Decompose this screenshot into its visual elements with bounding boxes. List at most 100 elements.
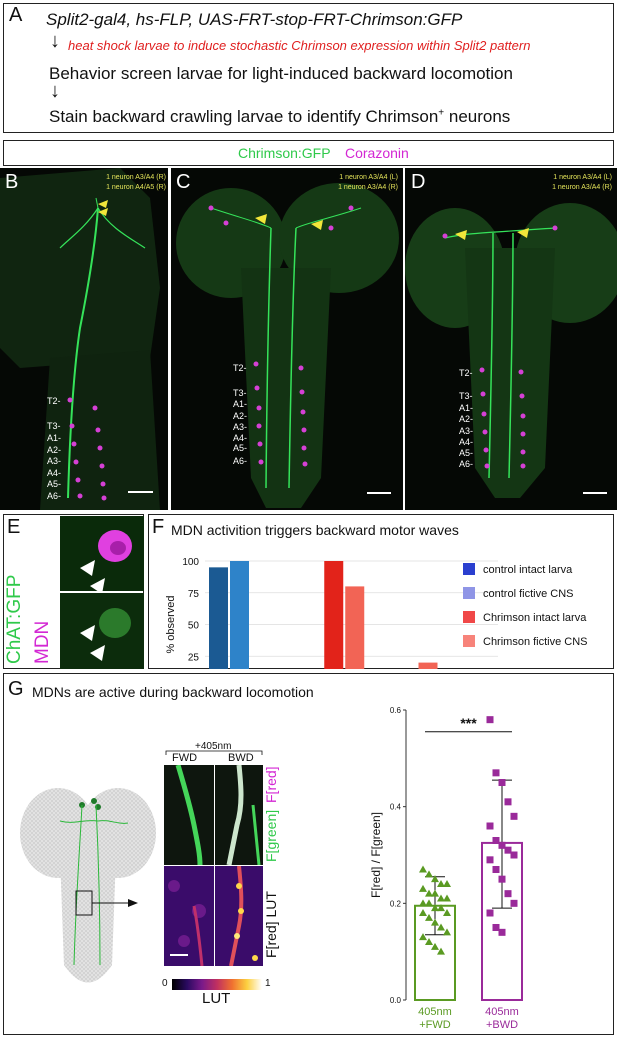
fwd-lut-image	[164, 866, 214, 966]
stain-text: Stain backward crawling larvae to identi…	[49, 107, 510, 127]
lut-colorbar	[172, 979, 262, 990]
cns-c-svg	[176, 183, 399, 508]
fgreen-label: F[green]	[263, 809, 279, 862]
g-point-square	[492, 866, 500, 873]
g-ytick: 0.0	[390, 996, 402, 1005]
fwd-lut-svg	[164, 866, 214, 966]
panel-c-seg-a2: A2-	[233, 411, 248, 421]
g-point-triangle	[443, 909, 451, 916]
corazonin-label: Corazonin	[345, 145, 409, 161]
panel-d-seg-a3: A3-	[459, 426, 474, 436]
g-point-square	[486, 822, 494, 830]
g-point-square	[504, 846, 512, 854]
g-point-square	[498, 779, 506, 786]
panel-f-frame	[148, 514, 614, 669]
g-point-square	[492, 769, 500, 777]
heat-shock-text: heat shock larvae to induce stochastic C…	[68, 38, 531, 53]
g-point-triangle	[437, 947, 445, 955]
panel-c-seg-a4: A4-	[233, 433, 248, 443]
bwd-ratio-svg	[226, 765, 261, 865]
f-legend-label: Chrimson fictive CNS	[483, 636, 588, 648]
g-point-triangle	[419, 933, 427, 941]
motor-waves-chart: 0255075100% observed01230000000000# wave…	[165, 557, 588, 669]
g-ylabel: F[red] / F[green]	[369, 812, 383, 898]
behavior-screen-text: Behavior screen larvae for light-induced…	[49, 64, 513, 83]
cns-d-svg	[405, 203, 617, 498]
panel-d-label: D	[411, 171, 426, 193]
stain-prefix: Stain backward crawling larvae to identi…	[49, 107, 439, 126]
g-point-square	[510, 851, 518, 859]
g-point-square	[504, 890, 512, 898]
g-point-triangle	[431, 904, 439, 912]
g-ytick: 0.2	[390, 899, 402, 908]
g-point-square	[486, 716, 494, 724]
fwd-ratio-image	[164, 765, 214, 865]
g-point-square	[492, 837, 500, 844]
panel-c-seg-t2: T2-	[233, 363, 247, 373]
g-ytick: 0.4	[390, 803, 402, 812]
f-ytick: 75	[188, 589, 200, 600]
lut-max-label: 1	[265, 978, 271, 989]
g-point-triangle	[437, 894, 445, 902]
panel-d-seg-a4: A4-	[459, 437, 474, 447]
panel-g-frame	[3, 673, 614, 1035]
panel-e-top-svg	[80, 530, 132, 591]
f-bar	[230, 561, 249, 669]
stain-suffix: neurons	[444, 107, 511, 126]
panel-d-seg-a1: A1-	[459, 403, 474, 413]
f-ylabel: % observed	[165, 595, 177, 653]
fred-lut-label: F[red] LUT	[263, 891, 279, 958]
panel-c-image	[171, 168, 403, 510]
f-legend-swatch	[463, 587, 475, 599]
arrow-2: ↓	[50, 80, 60, 102]
panel-c-seg-a5: A5-	[233, 443, 248, 453]
g-point-triangle	[425, 938, 433, 945]
stain-superscript: +	[438, 107, 445, 119]
f-legend-swatch	[463, 563, 475, 575]
g-point-square	[492, 924, 500, 931]
panel-a-label: A	[9, 4, 23, 26]
g-xcat1-line1: 405nm	[418, 1006, 452, 1018]
g-point-triangle	[425, 889, 433, 897]
panel-a-frame	[3, 3, 614, 133]
g-point-triangle	[431, 942, 439, 950]
g-xcat2-line2: +BWD	[485, 1019, 519, 1031]
cns-schematic	[20, 788, 156, 983]
panel-e-top-image	[60, 516, 144, 591]
g-point-triangle	[443, 880, 451, 887]
panel-e-bottom-image	[60, 593, 144, 669]
g-point-square	[486, 909, 494, 917]
panel-c-neuron-2: 1 neuron A3/A4 (R)	[338, 184, 398, 191]
panel-d-seg-a5: A5-	[459, 448, 474, 458]
lut-label: LUT	[202, 990, 231, 1007]
g-point-triangle	[419, 909, 427, 916]
g-point-triangle	[443, 928, 451, 936]
laser-bracket	[165, 750, 263, 755]
panel-b-neuron-1: 1 neuron A3/A4 (R)	[106, 174, 166, 181]
g-xcat2-line1: 405nm	[485, 1006, 519, 1018]
fred-label: F[red]	[263, 766, 279, 803]
bwd-lut-svg	[215, 866, 263, 966]
panel-d-seg-t2: T2-	[459, 368, 473, 378]
f-legend-label: control intact larva	[483, 564, 573, 576]
panel-d-seg-t3: T3-	[459, 391, 473, 401]
g-point-triangle	[437, 904, 445, 912]
lut-min-label: 0	[162, 978, 168, 989]
f-bar	[324, 561, 344, 669]
panel-b-seg-t2: T2-	[47, 396, 61, 406]
f-legend-label: Chrimson intact larva	[483, 612, 587, 624]
laser-label: +405nm	[195, 741, 232, 752]
panel-c-seg-a3: A3-	[233, 422, 248, 432]
panel-b-seg-a6: A6-	[47, 491, 62, 501]
panel-c-seg-a1: A1-	[233, 399, 248, 409]
g-ytick: 0.6	[390, 706, 402, 715]
f-ytick: 100	[182, 557, 199, 568]
f-bar	[209, 567, 228, 669]
g-point-triangle	[425, 899, 433, 907]
g-point-triangle	[431, 889, 439, 897]
f-bar	[345, 586, 365, 669]
g-point-triangle	[419, 865, 427, 873]
g-point-triangle	[437, 923, 445, 931]
chrimson-gfp-label: Chrimson:GFP	[238, 145, 331, 161]
